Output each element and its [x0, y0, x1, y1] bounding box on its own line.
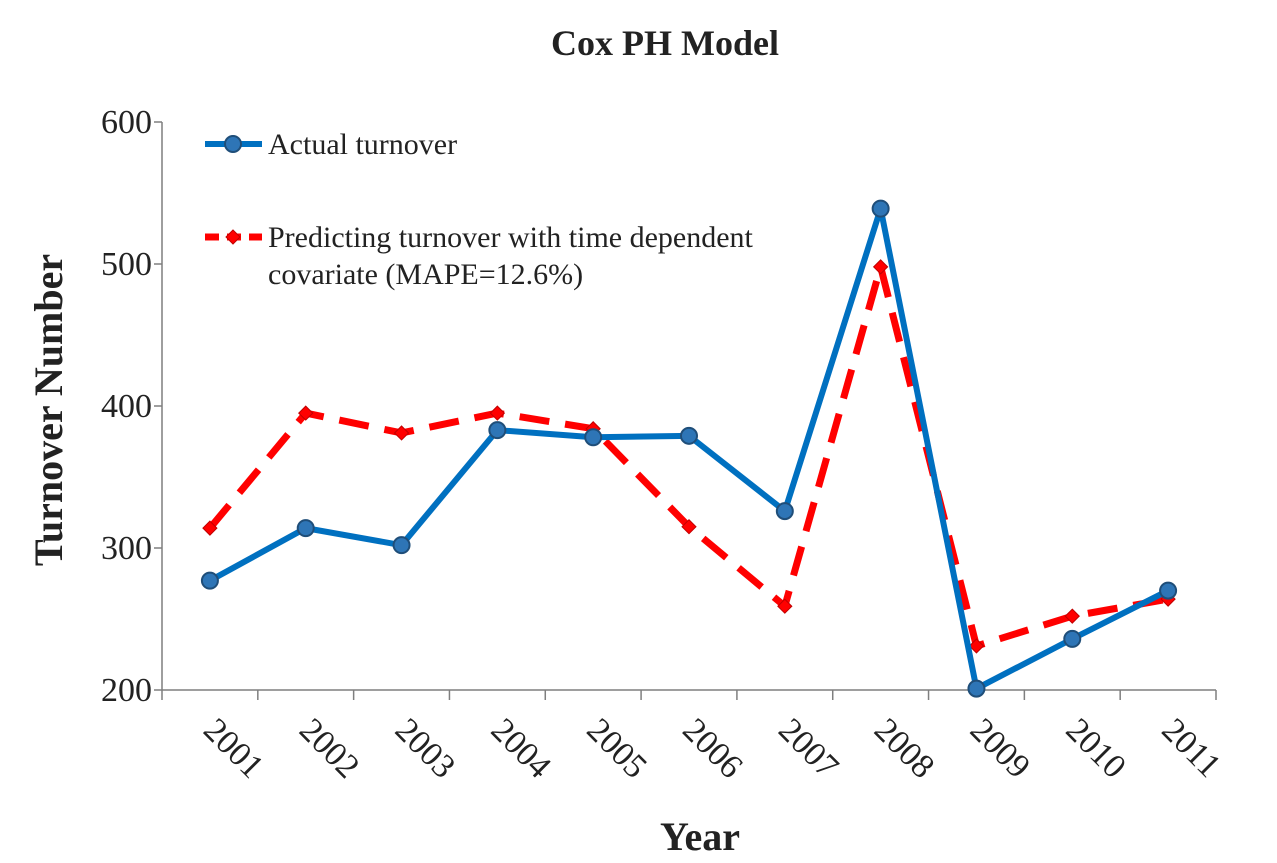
legend-label-predicted-line: Predicting turnover with time dependent: [268, 221, 754, 254]
data-point: [200, 571, 219, 590]
series-line: [207, 263, 1169, 650]
legend-label-predicted-line: covariate (MAPE=12.6%): [268, 258, 583, 291]
data-point: [393, 425, 410, 441]
y-tick-label: 600: [101, 104, 152, 141]
data-point: [872, 259, 889, 275]
legend: Actual turnover Predicting turnover with …: [205, 128, 754, 291]
x-tick-label: 2007: [771, 711, 845, 785]
series-actual: [200, 199, 1178, 698]
x-tick-label: 2006: [675, 711, 749, 785]
data-point: [777, 598, 793, 614]
x-tick-label: 2001: [196, 711, 270, 785]
y-tick-label: 200: [101, 672, 152, 709]
series-layer: [200, 199, 1178, 698]
x-tick-label: 2005: [580, 711, 654, 785]
x-tick-label: 2010: [1059, 711, 1133, 785]
data-point: [775, 502, 794, 521]
data-point: [1063, 629, 1082, 648]
series-predicted: [202, 259, 1176, 654]
legend-marker-predicted: [225, 229, 241, 245]
y-tick-label: 300: [101, 530, 152, 567]
x-tick-label: 2009: [963, 711, 1037, 785]
data-point: [871, 199, 890, 218]
data-point: [489, 405, 506, 421]
x-tick-label: 2003: [388, 711, 462, 785]
data-point: [392, 536, 411, 555]
data-point: [584, 428, 603, 447]
data-point: [681, 518, 697, 535]
x-tick-label: 2011: [1154, 711, 1227, 784]
x-tick-label: 2008: [867, 711, 941, 785]
legend-label-actual: Actual turnover: [268, 128, 457, 161]
data-point: [968, 638, 985, 654]
y-axis-label: Turnover Number: [26, 254, 71, 566]
legend-marker-actual: [224, 135, 242, 153]
axes: [154, 121, 1217, 700]
data-point: [1159, 581, 1178, 600]
data-point: [298, 405, 314, 421]
data-point: [296, 519, 315, 538]
y-tick-label: 500: [101, 246, 152, 283]
data-point: [488, 421, 507, 440]
data-point: [967, 679, 986, 698]
tick-labels: 200 300 400 500 600 2001 2002 2003 2004 2005 2006 2…: [101, 104, 1228, 786]
data-point: [1064, 608, 1080, 624]
y-tick-label: 400: [101, 388, 152, 425]
data-point: [202, 520, 218, 536]
data-point: [680, 426, 698, 445]
x-tick-label: 2002: [292, 711, 366, 785]
x-axis-label: Year: [660, 814, 740, 859]
chart-title: Cox PH Model: [551, 23, 779, 63]
x-tick-label: 2004: [484, 711, 558, 785]
